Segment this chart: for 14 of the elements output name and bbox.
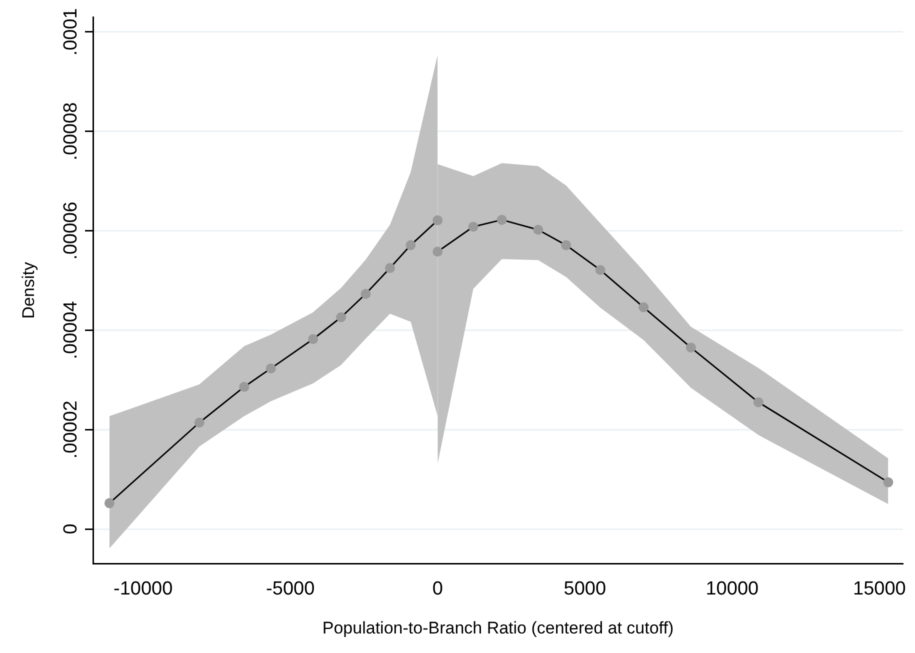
y-tick-label: 0 <box>60 524 82 534</box>
x-tick-label: -5000 <box>266 578 315 600</box>
x-tick-label: 5000 <box>564 578 606 600</box>
y-tick-label: .00004 <box>60 300 82 360</box>
x-axis-title: Population-to-Branch Ratio (centered at cutoff) <box>322 618 674 638</box>
x-tick-label: -10000 <box>113 578 173 600</box>
x-tick-label: 10000 <box>706 578 759 600</box>
x-tick-label: 0 <box>432 578 443 600</box>
y-tick-label: .00006 <box>60 202 82 260</box>
y-tick-label: .0001 <box>60 8 82 56</box>
x-tick-label: 15000 <box>853 578 906 600</box>
y-axis-title: Density <box>19 262 38 319</box>
y-tick-label: .00002 <box>60 400 82 459</box>
y-tick-label: .00008 <box>60 102 82 160</box>
